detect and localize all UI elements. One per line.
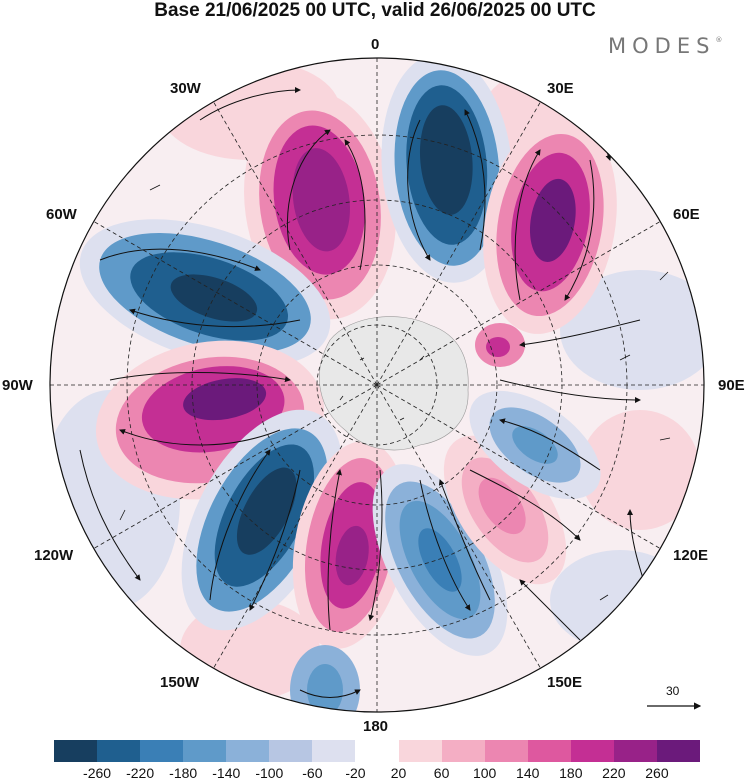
colorbar-swatch: [656, 740, 700, 762]
lon-label-0: 0: [371, 36, 380, 53]
colorbar-tick-label: 220: [602, 765, 626, 781]
lon-label-90w: 90W: [2, 377, 33, 394]
wind-vectors-small: [119, 184, 671, 701]
colorbar-swatch: [226, 740, 270, 762]
lon-label-180: 180: [363, 718, 389, 735]
lobe-positive-45e: [483, 116, 617, 334]
lon-label-30e: 30E: [547, 80, 574, 97]
lon-label-60w: 60W: [46, 206, 77, 223]
colorbar-swatch: [570, 740, 614, 762]
colorbar: [54, 740, 700, 762]
colorbar-swatch: [54, 740, 98, 762]
colorbar-swatch: [441, 740, 485, 762]
colorbar-tick-label: -100: [255, 765, 284, 781]
colorbar-tick-label: 180: [559, 765, 583, 781]
colorbar-tick-label: -140: [212, 765, 241, 781]
colorbar-swatch: [355, 740, 399, 762]
lon-label-90e: 90E: [718, 377, 745, 394]
lobe-positive-80e: [475, 323, 525, 367]
lobe-negative-150w-small: [290, 645, 360, 712]
reference-vector-label: 30: [666, 684, 680, 698]
colorbar-swatch: [269, 740, 313, 762]
colorbar-swatch: [140, 740, 184, 762]
lobe-positive-140e: [443, 435, 567, 585]
colorbar-tick-label: 100: [472, 765, 497, 781]
colorbar-tick-label: -180: [169, 765, 198, 781]
modes-logo: MODES®: [608, 34, 723, 58]
lon-label-30w: 30W: [170, 80, 201, 97]
lon-label-60e: 60E: [673, 206, 700, 223]
colorbar-tick-label: -220: [126, 765, 155, 781]
lobe-positive-30w: [244, 90, 396, 320]
colorbar-swatch: [97, 740, 141, 762]
colorbar-swatch: [527, 740, 571, 762]
lon-label-120w: 120W: [34, 547, 74, 564]
colorbar-tick-label: 140: [516, 765, 540, 781]
colorbar-tick-label: -60: [302, 765, 323, 781]
colorbar-tick-label: 20: [390, 765, 407, 781]
colorbar-swatch: [183, 740, 227, 762]
lon-label-120e: 120E: [673, 547, 709, 564]
colorbar-swatch: [312, 740, 356, 762]
lon-label-150w: 150W: [160, 674, 200, 691]
lat-lon-grid: [50, 58, 704, 712]
colorbar-labels: -260 -220 -180 -140 -100 -60 -20 20 60 100 140 180 2…: [0, 765, 750, 783]
colorbar-tick-label: -260: [83, 765, 112, 781]
wind-streamlines: [79, 87, 651, 698]
colorbar-swatch: [613, 740, 657, 762]
map-boundary: [49, 57, 705, 713]
lobe-negative-110e: [469, 390, 601, 500]
central-landmass: [319, 316, 469, 451]
colorbar-tick-label: -20: [345, 765, 366, 781]
lobe-negative-70w: [79, 219, 331, 367]
colorbar-tick-label: 60: [433, 765, 450, 781]
colorbar-tick-label: 260: [645, 765, 669, 781]
colorbar-swatch: [484, 740, 528, 762]
map-title: Base 21/06/2025 00 UTC, valid 26/06/2025…: [154, 0, 596, 21]
colorbar-swatch: [398, 740, 442, 762]
lon-label-150e: 150E: [547, 674, 583, 691]
